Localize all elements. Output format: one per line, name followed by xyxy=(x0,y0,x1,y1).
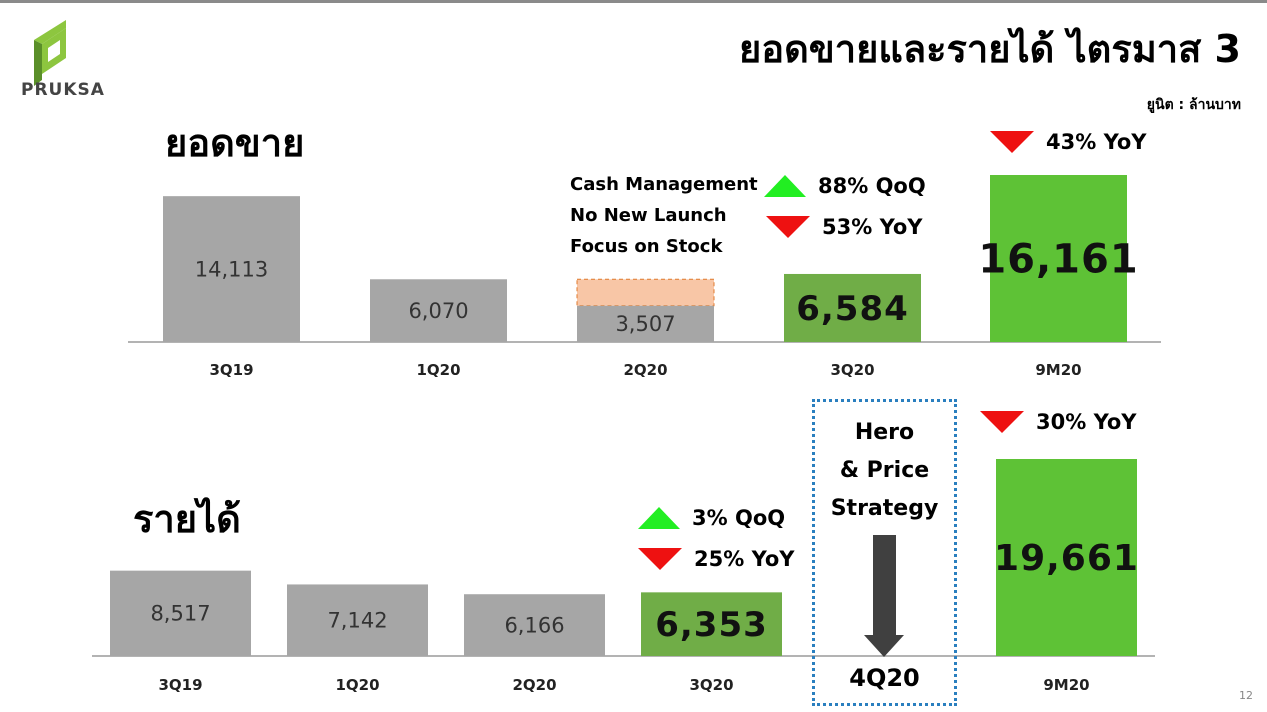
sales-note-2: No New Launch xyxy=(570,205,727,226)
revenue-tick-label-1Q20: 1Q20 xyxy=(335,676,379,694)
sales-tick-label-3Q20: 3Q20 xyxy=(830,361,874,379)
sales-bar-2Q20 xyxy=(577,305,714,342)
down-arrow-head-icon xyxy=(864,635,904,657)
sales-tick-label-2Q20: 2Q20 xyxy=(623,361,667,379)
arrow-down-icon xyxy=(638,548,682,570)
sales-data-label-9M20: 16,161 xyxy=(978,237,1138,283)
sales-bar-3Q19 xyxy=(163,196,300,342)
revenue-tick-label-3Q19: 3Q19 xyxy=(158,676,202,694)
revenue-data-label-1Q20: 7,142 xyxy=(327,609,387,633)
down-arrow-icon xyxy=(873,535,896,637)
revenue-section-title: รายได้ xyxy=(133,497,241,541)
sales-bar-9M20 xyxy=(990,175,1127,342)
sales-qoq-badge: 88% QoQ xyxy=(764,174,926,198)
sales-bar-1Q20 xyxy=(370,279,507,342)
revenue-data-label-3Q19: 8,517 xyxy=(150,602,210,626)
page-number: 12 xyxy=(1239,689,1253,702)
revenue-tick-label-9M20: 9M20 xyxy=(1043,676,1089,694)
revenue-ytd-yoy-badge: 30% YoY xyxy=(980,410,1137,434)
top-rule xyxy=(0,0,1267,3)
arrow-down-icon xyxy=(766,216,810,238)
next-quarter-box xyxy=(812,399,957,706)
revenue-bar-2Q20 xyxy=(464,594,605,656)
next-quarter-label: 4Q20 xyxy=(849,664,920,692)
sales-ytd-yoy-text: 43% YoY xyxy=(1046,130,1147,154)
arrow-up-icon xyxy=(764,175,806,197)
logo-text: PRUKSA xyxy=(21,80,105,100)
arrow-down-icon xyxy=(980,411,1024,433)
revenue-yoy-text: 25% YoY xyxy=(694,547,795,571)
sales-tick-label-3Q19: 3Q19 xyxy=(209,361,253,379)
revenue-data-label-9M20: 19,661 xyxy=(994,538,1139,579)
sales-note-1: Cash Management xyxy=(570,174,758,195)
revenue-yoy-badge: 25% YoY xyxy=(638,547,795,571)
arrow-up-icon xyxy=(638,507,680,529)
sales-data-label-2Q20: 3,507 xyxy=(615,312,675,336)
sales-shaded-target-bar xyxy=(576,278,715,307)
arrow-down-icon xyxy=(990,131,1034,153)
sales-tick-label-9M20: 9M20 xyxy=(1035,361,1081,379)
revenue-tick-label-2Q20: 2Q20 xyxy=(512,676,556,694)
revenue-bar-3Q20 xyxy=(641,592,782,656)
strategy-line-2: & Price xyxy=(839,458,930,483)
revenue-bar-3Q19 xyxy=(110,570,251,656)
sales-bar-3Q20 xyxy=(784,273,921,342)
revenue-qoq-badge: 3% QoQ xyxy=(638,506,785,530)
sales-data-label-3Q20: 6,584 xyxy=(796,289,909,329)
strategy-line-3: Strategy xyxy=(830,496,939,521)
pruksa-logo-icon xyxy=(34,20,66,86)
revenue-data-label-2Q20: 6,166 xyxy=(504,613,564,637)
sales-data-label-1Q20: 6,070 xyxy=(408,299,468,323)
sales-tick-label-1Q20: 1Q20 xyxy=(416,361,460,379)
revenue-qoq-text: 3% QoQ xyxy=(692,506,786,530)
sales-yoy-text: 53% YoY xyxy=(822,215,923,239)
revenue-tick-label-3Q20: 3Q20 xyxy=(689,676,733,694)
strategy-text: Hero & Price Strategy xyxy=(812,414,957,528)
sales-yoy-badge: 53% YoY xyxy=(766,215,923,239)
page-title: ยอดขายและรายได้ ไตรมาส 3 xyxy=(738,27,1241,71)
unit-label: ยูนิต : ล้านบาท xyxy=(1146,97,1241,113)
sales-qoq-text: 88% QoQ xyxy=(818,174,926,198)
sales-note-3: Focus on Stock xyxy=(570,236,723,257)
sales-ytd-yoy-badge: 43% YoY xyxy=(990,130,1147,154)
sales-data-label-3Q19: 14,113 xyxy=(195,257,268,281)
revenue-bar-9M20 xyxy=(996,459,1137,656)
revenue-ytd-yoy-text: 30% YoY xyxy=(1036,410,1137,434)
revenue-bar-1Q20 xyxy=(287,584,428,656)
revenue-data-label-3Q20: 6,353 xyxy=(655,605,768,645)
sales-section-title: ยอดขาย xyxy=(165,121,305,165)
strategy-line-1: Hero xyxy=(854,420,915,445)
